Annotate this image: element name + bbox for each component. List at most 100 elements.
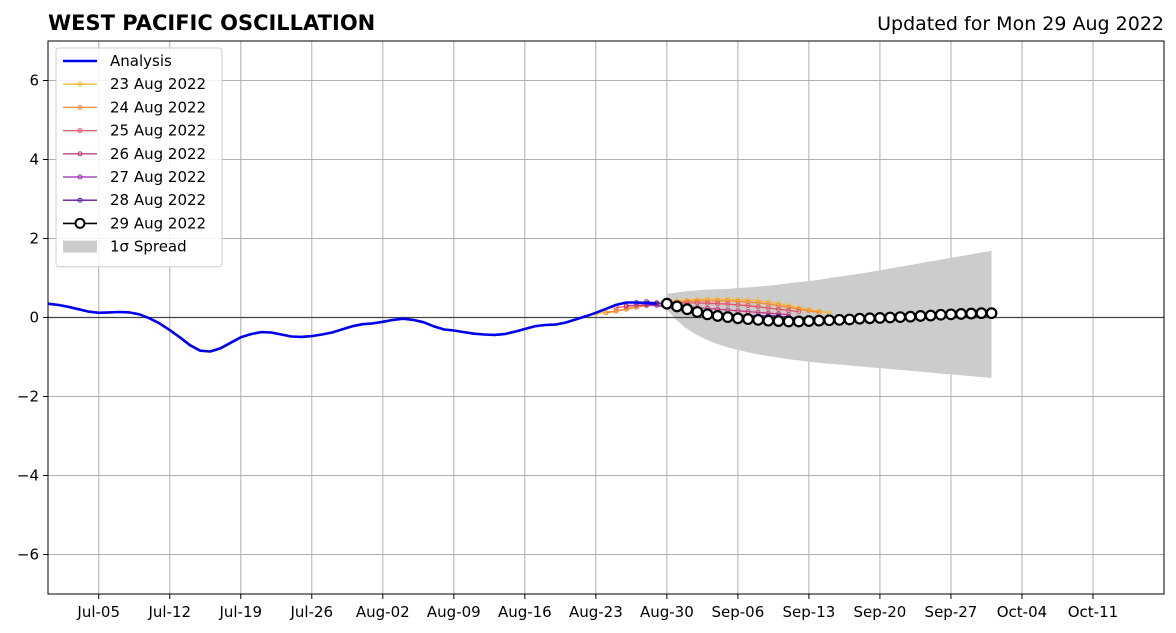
x-tick-label: Sep-06 — [712, 603, 765, 621]
y-tick-label: 0 — [29, 309, 39, 327]
legend-label: 1σ Spread — [110, 238, 187, 256]
data-point — [843, 313, 856, 326]
data-point — [660, 297, 673, 310]
data-point — [806, 308, 812, 314]
legend-item: Analysis — [63, 52, 172, 70]
data-point — [796, 309, 802, 315]
legend-label: 26 Aug 2022 — [110, 145, 206, 163]
legend-item: 23 Aug 2022 — [63, 75, 206, 93]
legend-label: 25 Aug 2022 — [110, 122, 206, 140]
data-point — [603, 310, 609, 316]
data-point — [725, 301, 731, 307]
data-point — [934, 308, 947, 321]
x-tick-label: Sep-13 — [783, 603, 836, 621]
legend-marker — [77, 104, 83, 110]
data-point — [924, 309, 937, 322]
data-point — [945, 308, 957, 321]
series-29-aug-2022 — [660, 297, 998, 328]
y-tick-label: 6 — [29, 72, 39, 90]
data-point — [704, 300, 710, 306]
data-point — [711, 310, 724, 322]
data-point — [762, 314, 775, 327]
data-point — [965, 307, 978, 320]
data-point — [765, 305, 771, 311]
data-point — [681, 303, 694, 316]
data-point — [816, 309, 822, 315]
legend-item: 28 Aug 2022 — [63, 191, 206, 209]
x-tick-label: Aug-09 — [427, 603, 481, 621]
data-point — [691, 306, 704, 318]
y-tick-label: −2 — [17, 388, 39, 406]
x-tick-label: Jul-26 — [289, 603, 333, 621]
data-point — [752, 313, 765, 326]
data-point — [731, 312, 744, 325]
legend-label: 23 Aug 2022 — [110, 75, 206, 93]
data-point — [786, 304, 792, 310]
data-point — [721, 311, 734, 324]
data-point — [742, 313, 754, 325]
legend-marker — [77, 197, 83, 203]
y-tick-label: −4 — [17, 467, 39, 485]
data-point — [874, 311, 886, 324]
x-tick-label: Jul-12 — [147, 603, 191, 621]
legend-marker — [77, 81, 83, 87]
data-point — [803, 315, 815, 327]
x-tick-label: Jul-05 — [76, 603, 120, 621]
x-tick-label: Oct-04 — [997, 603, 1047, 621]
x-tick-label: Aug-16 — [498, 603, 552, 621]
legend-item: 1σ Spread — [63, 238, 187, 256]
legend-swatch — [63, 240, 97, 253]
series-line — [616, 302, 799, 313]
data-point — [833, 313, 846, 326]
series-analysis-line — [47, 301, 657, 353]
data-point — [863, 312, 876, 325]
x-tick-label: Jul-19 — [218, 603, 262, 621]
legend-marker — [77, 151, 83, 157]
legend-marker — [77, 128, 83, 134]
legend-item: 24 Aug 2022 — [63, 98, 206, 116]
legend-item: 26 Aug 2022 — [63, 145, 206, 163]
data-point — [775, 306, 781, 312]
legend-marker — [74, 217, 86, 229]
data-point — [975, 307, 988, 320]
data-point — [671, 300, 683, 313]
legend-box — [55, 47, 223, 268]
x-tick-label: Sep-27 — [925, 603, 978, 621]
legend-label: 28 Aug 2022 — [110, 191, 206, 209]
data-point — [694, 300, 700, 306]
data-point — [772, 315, 785, 327]
data-point — [985, 307, 998, 320]
data-point — [955, 308, 967, 320]
data-point — [914, 310, 927, 322]
data-point — [715, 298, 721, 304]
chart-subtitle: Updated for Mon 29 Aug 2022 — [877, 13, 1164, 35]
data-point — [745, 303, 751, 309]
data-point — [755, 304, 761, 310]
data-point — [904, 310, 917, 323]
data-point — [853, 312, 866, 325]
x-tick-label: Aug-23 — [569, 603, 623, 621]
legend-label: Analysis — [110, 52, 172, 70]
legend: Analysis 23 Aug 2022 24 Aug 2022 25 Aug 202… — [55, 47, 223, 268]
y-tick-label: 2 — [29, 230, 39, 248]
data-point — [823, 314, 836, 327]
data-point — [735, 302, 741, 308]
chart-title: WEST PACIFIC OSCILLATION — [48, 11, 375, 35]
legend-label: 24 Aug 2022 — [110, 98, 206, 116]
x-tick-label: Aug-02 — [356, 603, 410, 621]
legend-item: 27 Aug 2022 — [63, 168, 206, 186]
data-point — [725, 298, 731, 304]
legend-item: 25 Aug 2022 — [63, 122, 206, 140]
data-point — [894, 311, 907, 324]
x-tick-label: Oct-11 — [1068, 603, 1118, 621]
legend-label: 27 Aug 2022 — [110, 168, 206, 186]
data-point — [782, 315, 795, 328]
legend-label: 29 Aug 2022 — [110, 214, 206, 232]
y-axis: −6 −4 −2 0 2 4 6 — [17, 72, 48, 564]
y-tick-label: −6 — [17, 546, 39, 564]
x-axis: Jul-05 Jul-12 Jul-19 Jul-26 Aug-02 Aug-09 Aug-… — [76, 594, 1118, 621]
data-point — [701, 308, 714, 321]
data-point — [792, 315, 805, 328]
x-tick-label: Sep-20 — [854, 603, 907, 621]
